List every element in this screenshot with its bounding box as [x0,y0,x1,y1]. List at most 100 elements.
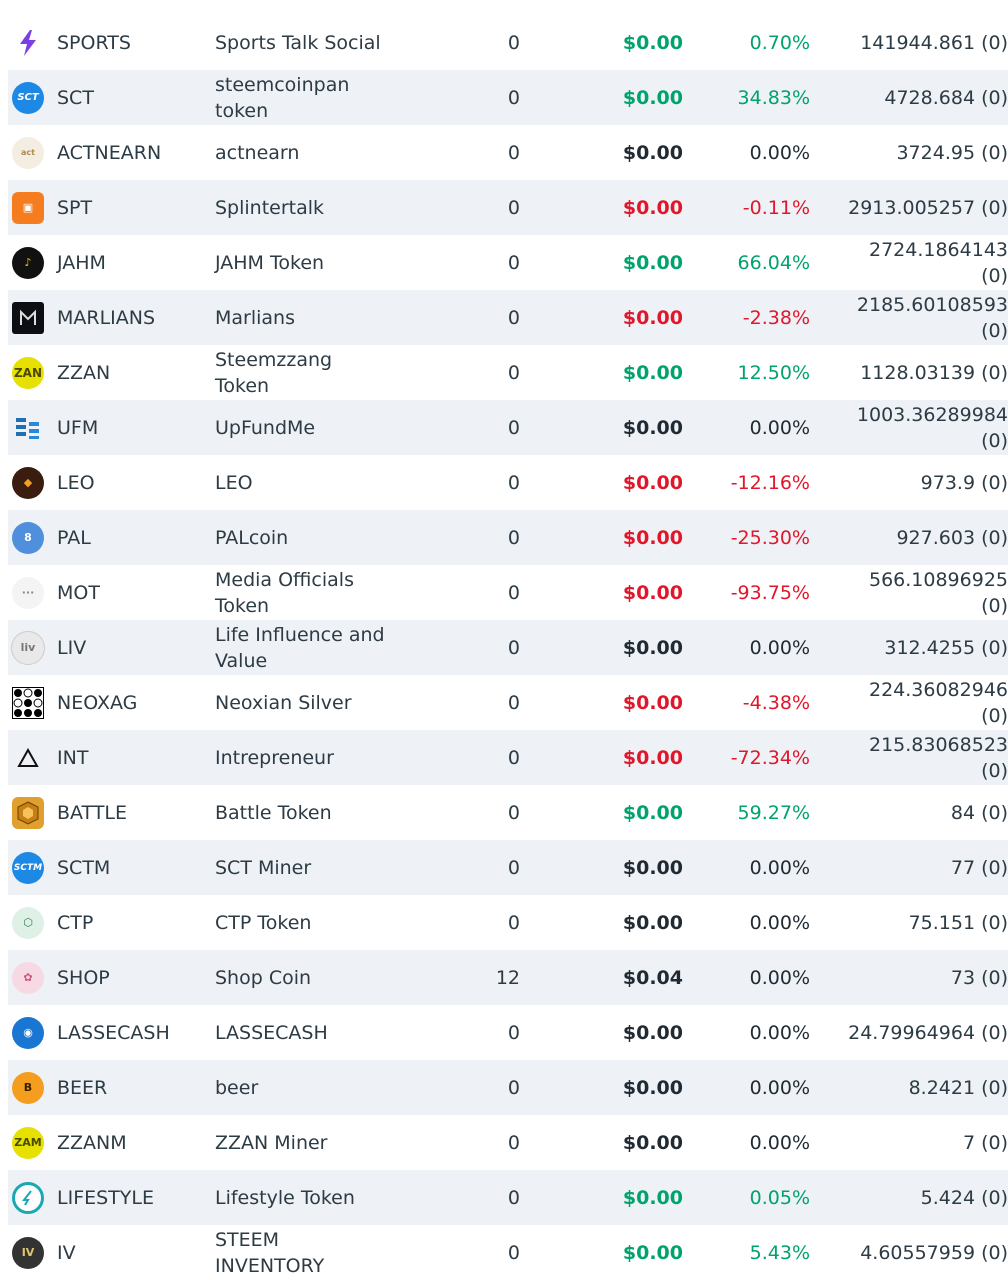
token-name: UpFundMe [215,416,316,439]
token-count: 0 [507,361,520,384]
table-row[interactable]: act ACTNEARN actnearn 0 $0.00 0.00% 3724.95 (0… [8,125,1008,180]
token-change: 0.00% [749,636,810,659]
table-row[interactable]: BATTLE Battle Token 0 $0.00 59.27% 84 (0) [8,785,1008,840]
table-row[interactable]: LIFESTYLE Lifestyle Token 0 $0.00 0.05% 5.424… [8,1170,1008,1225]
table-row[interactable]: ··· MOT Media Officials Token 0 $0.00 -93.75%… [8,565,1008,620]
table-row[interactable]: ⬡ CTP CTP Token 0 $0.00 0.00% 75.151 (0) [8,895,1008,950]
token-icon-cell: ··· [8,565,48,620]
table-row[interactable]: ◆ LEO LEO 0 $0.00 -12.16% 973.9 (0) [8,455,1008,510]
token-count: 0 [507,251,520,274]
token-icon-cell: ✿ [8,950,48,1005]
token-volume: 2913.005257 (0) [848,196,1008,219]
token-value: $0.00 [622,856,683,879]
token-icon-cell: ◆ [8,455,48,510]
token-count: 0 [507,471,520,494]
token-volume: 24.79964964 (0) [848,1021,1008,1044]
token-symbol: UFM [57,416,99,439]
table-row[interactable]: 8 PAL PALcoin 0 $0.00 -25.30% 927.603 (0) [8,510,1008,565]
token-symbol: LIFESTYLE [57,1186,154,1209]
palcoin-logo-icon: 8 [12,521,44,554]
table-row[interactable]: MARLIANS Marlians 0 $0.00 -2.38% 2185.6010859… [8,290,1008,345]
table-row[interactable]: SCT SCT steemcoinpan token 0 $0.00 34.83% 4728… [8,70,1008,125]
table-row[interactable]: SPORTS Sports Talk Social 0 $0.00 0.70% 14194… [8,15,1008,70]
token-symbol: IV [57,1241,76,1264]
battle-token-icon [12,796,44,829]
table-row[interactable]: ZAN ZZAN Steemzzang Token 0 $0.00 12.50% 1128.… [8,345,1008,400]
table-row[interactable]: ✿ SHOP Shop Coin 12 $0.04 0.00% 73 (0) [8,950,1008,1005]
table-row[interactable]: UFM UpFundMe 0 $0.00 0.00% 1003.36289984 (0) [8,400,1008,455]
table-row[interactable]: IV IV STEEM INVENTORY 0 $0.00 5.43% 4.60557959… [8,1225,1008,1280]
table-row[interactable]: NEOXAG Neoxian Silver 0 $0.00 -4.38% 224.3608… [8,675,1008,730]
token-symbol: SPORTS [57,31,131,54]
token-icon-cell [8,400,48,455]
marlians-logo-icon [12,301,44,334]
token-change: 0.05% [749,1186,810,1209]
token-icon-cell: ◉ [8,1005,48,1060]
sports-lightning-icon [12,27,44,59]
table-row[interactable]: liv LIV Life Influence and Value 0 $0.00 0.00… [8,620,1008,675]
beer-logo-icon: B [12,1071,44,1104]
token-volume: 75.151 (0) [908,911,1008,934]
token-count: 0 [507,581,520,604]
token-volume: 7 (0) [962,1131,1008,1154]
token-change: -0.11% [742,196,810,219]
token-volume: 2724.1864143 (0) [868,238,1008,287]
token-icon-cell [8,1170,48,1225]
token-symbol: ACTNEARN [57,141,162,164]
token-name: ZZAN Miner [215,1131,328,1154]
token-change: 34.83% [737,86,810,109]
token-count: 0 [507,306,520,329]
token-icon-cell: B [8,1060,48,1115]
upfundme-logo-icon [12,412,44,444]
token-change: 5.43% [749,1241,810,1264]
token-icon-cell: ZAM [8,1115,48,1170]
token-change: -25.30% [730,526,810,549]
token-symbol: ZZANM [57,1131,127,1154]
token-icon-cell: ZAN [8,345,48,400]
table-row[interactable]: ▣ SPT Splintertalk 0 $0.00 -0.11% 2913.005257 … [8,180,1008,235]
token-count: 0 [507,1241,520,1264]
table-row[interactable]: B BEER beer 0 $0.00 0.00% 8.2421 (0) [8,1060,1008,1115]
token-volume: 4.60557959 (0) [860,1241,1008,1264]
token-name: Marlians [215,306,295,329]
table-row[interactable]: INT Intrepreneur 0 $0.00 -72.34% 215.83068523… [8,730,1008,785]
token-volume: 973.9 (0) [920,471,1008,494]
zzanm-logo-icon: ZAM [12,1126,44,1159]
shop-coin-icon: ✿ [12,961,44,994]
token-volume: 1003.36289984 (0) [856,403,1008,452]
token-count: 0 [507,86,520,109]
token-change: -2.38% [742,306,810,329]
token-icon-cell: 8 [8,510,48,565]
token-volume: 8.2421 (0) [908,1076,1008,1099]
token-count: 0 [507,746,520,769]
leo-logo-icon: ◆ [12,466,44,499]
token-value: $0.00 [622,31,683,54]
table-row[interactable]: SCTM SCTM SCT Miner 0 $0.00 0.00% 77 (0) [8,840,1008,895]
token-table: SPORTS Sports Talk Social 0 $0.00 0.70% 14194… [8,15,1008,1280]
token-change: 0.00% [749,911,810,934]
token-count: 0 [507,856,520,879]
token-change: 0.00% [749,416,810,439]
token-icon-cell [8,785,48,840]
token-icon-cell: ⬡ [8,895,48,950]
liv-logo-icon: liv [11,630,45,665]
token-count: 0 [507,526,520,549]
token-value: $0.00 [622,1076,683,1099]
token-count: 0 [507,1131,520,1154]
token-change: 0.00% [749,856,810,879]
token-name: LASSECASH [215,1021,328,1044]
token-value: $0.00 [622,1241,683,1264]
table-row[interactable]: ZAM ZZANM ZZAN Miner 0 $0.00 0.00% 7 (0) [8,1115,1008,1170]
table-row[interactable]: ♪ JAHM JAHM Token 0 $0.00 66.04% 2724.1864143 … [8,235,1008,290]
table-row[interactable]: ◉ LASSECASH LASSECASH 0 $0.00 0.00% 24.7996496… [8,1005,1008,1060]
token-symbol: MARLIANS [57,306,156,329]
token-count: 0 [507,1076,520,1099]
token-icon-cell: ▣ [8,180,48,235]
token-icon-cell [8,290,48,345]
token-change: 0.00% [749,966,810,989]
lassecash-logo-icon: ◉ [12,1016,44,1049]
token-count: 0 [507,801,520,824]
token-name: Life Influence and Value [215,623,385,672]
token-name: JAHM Token [215,251,325,274]
token-value: $0.00 [622,141,683,164]
